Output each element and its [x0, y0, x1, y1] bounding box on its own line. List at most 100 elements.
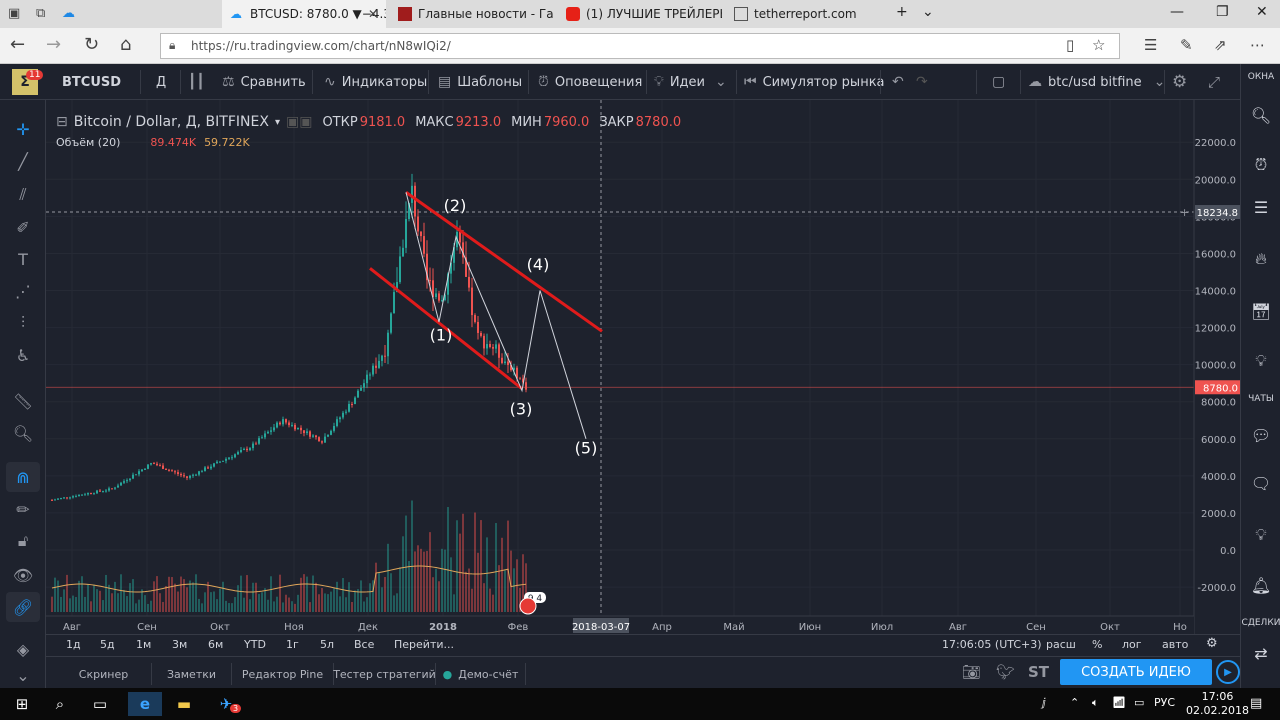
calendar-button[interactable]: 📅︎ [1241, 296, 1280, 326]
camera-icon[interactable]: 📷︎ [962, 663, 982, 681]
magnet-tool[interactable]: ⋒ [6, 462, 40, 492]
favorite-star-icon[interactable]: ☆ [1092, 36, 1106, 54]
close-window-icon[interactable]: ✕ [1256, 4, 1268, 20]
forward-arrow-icon[interactable]: → [46, 34, 62, 55]
symbol-title[interactable]: Bitcoin / Dollar, Д, BITFINEX [73, 114, 269, 130]
undo-button[interactable]: ↶ [892, 64, 910, 100]
clock-time[interactable]: 17:06:05 (UTC+3) [942, 638, 1042, 651]
share-icon[interactable]: ⇗ [1214, 36, 1227, 54]
language-indicator[interactable]: РУС [1154, 696, 1176, 709]
market-simulator-button[interactable]: ⏮ Симулятор рынка [744, 64, 885, 100]
collapse-legend-icon[interactable]: ⊟ [56, 114, 68, 130]
object-tree-tool[interactable]: ◈ [6, 634, 40, 664]
tab-notes[interactable]: Заметки [152, 663, 232, 685]
fullscreen-button[interactable]: ⤢ [1208, 64, 1226, 100]
create-idea-button[interactable]: СОЗДАТЬ ИДЕЮ [1060, 659, 1212, 685]
tab-preview-icon[interactable]: ▣ [8, 6, 21, 21]
redo-button[interactable]: ↷ [916, 64, 934, 100]
new-tab-icon[interactable]: + [896, 4, 908, 20]
price-chart[interactable]: (1) (2) (3) (4) (5) 9 4 22000.020000.018000.0… [46, 100, 1240, 634]
tab-pine-editor[interactable]: Редактор Pine [232, 663, 334, 685]
chart-settings-button[interactable]: ⚙ [1172, 64, 1193, 100]
layout-select-button[interactable]: ▢ [992, 64, 1011, 100]
lock-tool[interactable]: 🔓︎ [6, 526, 40, 556]
stocktwits-icon[interactable]: ST [1028, 663, 1050, 681]
templates-button[interactable]: ▤ Шаблоны [438, 64, 522, 100]
range-3m[interactable]: 3м [172, 638, 188, 651]
ideas-live-button[interactable]: 💡︎ [1241, 520, 1280, 550]
tab-back-icon[interactable]: ⧉ [36, 6, 46, 21]
auto-toggle[interactable]: авто [1162, 638, 1189, 651]
compare-button[interactable]: ⚖ Сравнить [222, 64, 306, 100]
alerts-button[interactable]: ⏰︎ Оповещения [538, 64, 642, 100]
network-icon[interactable]: 📶︎ [1112, 696, 1126, 709]
interval-button[interactable]: Д [156, 64, 166, 100]
favorites-hub-icon[interactable]: ☰ [1144, 36, 1158, 54]
ideas-stream-button[interactable]: 💡︎ [1241, 346, 1280, 376]
public-chats-button[interactable]: 💬︎ [1241, 420, 1280, 450]
cloud-tab-icon[interactable]: ☁ [62, 6, 75, 21]
percent-toggle[interactable]: % [1092, 638, 1103, 651]
windows-start-icon[interactable]: ⊞ [15, 695, 29, 713]
telegram-icon[interactable]: ✈ [219, 695, 233, 713]
twitter-icon[interactable]: 🐦︎ [996, 663, 1016, 681]
chart-canvas[interactable]: (1)(2)(3)(4)(5)9 4 22000.020000.018000.0… [46, 100, 1240, 634]
zoom-tool[interactable]: 🔍︎ [6, 418, 40, 448]
home-icon[interactable]: ⌂ [120, 34, 132, 55]
log-toggle[interactable]: лог [1122, 638, 1142, 651]
range-1y[interactable]: 1г [286, 638, 299, 651]
browser-tab-gazeta[interactable]: Главные новости - Газета.R [390, 0, 554, 28]
volume-icon[interactable]: 🔈︎ [1092, 696, 1099, 709]
saved-layout-button[interactable]: ☁ btc/usd bitfine ⌄ [1028, 64, 1171, 100]
file-explorer-icon[interactable]: ▬ [176, 695, 192, 713]
address-bar[interactable]: 🔒︎ https://ru.tradingview.com/chart/nN8w… [160, 33, 1120, 59]
goto-date[interactable]: Перейти... [394, 638, 454, 651]
reading-view-icon[interactable]: ▯ [1066, 36, 1075, 54]
chart-type-button[interactable]: ┃┃ [188, 64, 211, 100]
tab-demo-account[interactable]: ● Демо-счёт [436, 663, 526, 685]
search-button[interactable]: 🔍︎ [1241, 100, 1280, 130]
indicators-button[interactable]: ∿ Индикаторы [324, 64, 427, 100]
hotlists-button[interactable]: 🔥︎ [1241, 244, 1280, 274]
range-5d[interactable]: 5д [100, 638, 115, 651]
battery-icon[interactable]: ▭ [1134, 696, 1145, 709]
watchlist-button[interactable]: ☰ [1241, 192, 1280, 222]
pattern-tool[interactable]: ⋰ [6, 276, 40, 306]
chevron-up-icon[interactable]: ⌃ [1070, 696, 1080, 709]
task-view-icon[interactable]: ▭ [92, 695, 108, 713]
collapse-toolbar-button[interactable]: ⌄ [6, 660, 40, 690]
edge-browser-icon[interactable]: e [128, 692, 162, 716]
people-icon[interactable]: ⅉ [1042, 696, 1046, 709]
range-ytd[interactable]: YTD [244, 638, 266, 651]
crosshair-tool[interactable]: ✛ [6, 114, 40, 144]
back-arrow-icon[interactable]: ← [10, 34, 26, 55]
range-6m[interactable]: 6м [208, 638, 224, 651]
alerts-button[interactable]: ⏰︎ [1241, 150, 1280, 180]
tab-list-chevron-icon[interactable]: ⌄ [922, 4, 934, 20]
private-chats-button[interactable]: 🗨︎ [1241, 468, 1280, 498]
volume-title[interactable]: Объём (20) [56, 136, 121, 149]
web-note-icon[interactable]: ✎ [1180, 36, 1193, 54]
action-center-icon[interactable]: ▤ [1250, 696, 1263, 711]
prediction-tool[interactable]: ⫶ [6, 308, 40, 338]
tab-strategy-tester[interactable]: Тестер стратегий [333, 663, 436, 685]
notifications-button[interactable]: 🔔︎ [1241, 570, 1280, 600]
publish-play-button[interactable]: ▶ [1216, 660, 1240, 684]
ideas-button[interactable]: 💡︎ Идеи ⌄ [654, 64, 733, 100]
restore-icon[interactable]: ❐ [1216, 4, 1229, 20]
search-icon[interactable]: ⌕ [55, 695, 65, 713]
pitchfork-tool[interactable]: ⫽ [6, 180, 40, 210]
trading-panel-button[interactable]: ⇄ [1241, 638, 1280, 668]
sync-drawings-tool[interactable]: 🔗︎ [6, 592, 40, 622]
range-all[interactable]: Все [354, 638, 375, 651]
brush-tool[interactable]: ✐ [6, 212, 40, 242]
icon-tool[interactable]: ♿︎ [6, 340, 40, 370]
trend-line-tool[interactable]: ╱ [6, 146, 40, 176]
tv-logo[interactable]: Σ 11 [0, 64, 50, 100]
hide-drawings-tool[interactable]: 👁︎ [6, 560, 40, 590]
browser-tab-tether[interactable]: tetherreport.com [726, 0, 890, 28]
range-1d[interactable]: 1д [66, 638, 81, 651]
minimize-icon[interactable]: — [1170, 4, 1184, 20]
session-toggle[interactable]: расш [1046, 638, 1076, 651]
more-menu-icon[interactable]: ⋯ [1250, 36, 1265, 54]
